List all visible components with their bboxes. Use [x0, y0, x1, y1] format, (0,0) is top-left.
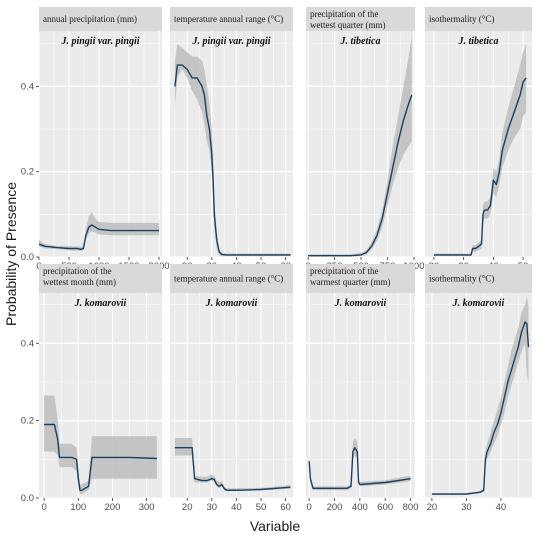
facet-strip-label: isothermality (°C): [429, 14, 494, 24]
facet-strip-label: wettest quarter (mm): [310, 20, 385, 30]
response-curve: [431, 321, 530, 495]
y-tick-label: 0.4: [21, 81, 34, 92]
x-axis-title: Variable: [250, 518, 301, 534]
panel-4: isothermality (°C)J. tibetica20304050: [425, 7, 532, 272]
confidence-band: [44, 395, 157, 495]
facet-strip: [306, 7, 415, 31]
panel-background: [306, 293, 415, 498]
y-axis-title: Probability of Presence: [3, 182, 19, 326]
x-tick-label: 40: [496, 502, 507, 513]
response-curve: [308, 447, 411, 489]
x-tick-label: 600: [377, 502, 393, 513]
facet-strip: [306, 264, 415, 293]
facet-strip: [170, 264, 293, 293]
x-tick-label: 30: [461, 502, 472, 513]
confidence-band: [39, 212, 159, 251]
panel-6: temperature annual range (°C) J. komarovi…: [170, 264, 293, 513]
facet-strip: [425, 7, 532, 31]
x-tick-label: 40: [231, 502, 242, 513]
x-tick-label: 200: [105, 502, 121, 513]
x-tick-label: 300: [139, 502, 155, 513]
confidence-band: [174, 43, 291, 257]
x-tick-label: 400: [352, 502, 368, 513]
panel-2: temperature annual range (°C) J. pingii v…: [170, 7, 293, 272]
species-label: J. pingii var. pingii: [191, 36, 270, 47]
x-tick-label: 30: [207, 502, 218, 513]
x-tick-label: 100: [70, 502, 86, 513]
panel-background: [39, 31, 162, 257]
x-tick-label: 0: [41, 502, 46, 513]
species-label: J. komarovii: [452, 298, 505, 309]
response-curve: [38, 224, 159, 250]
response-curve: [308, 94, 413, 257]
species-label: J. komarovii: [74, 298, 127, 309]
x-tick-label: 0: [307, 502, 312, 513]
x-tick-label: 200: [327, 502, 343, 513]
panel-1: annual precipitation (mm) J. pingii var. …: [21, 7, 170, 272]
facet-strip-label: wettest month (mm): [43, 277, 116, 287]
facet-strip-label: precipitation of the: [310, 266, 378, 276]
facet-strip: [170, 7, 293, 31]
x-tick-label: 60: [280, 502, 291, 513]
y-tick-label: 0.2: [21, 167, 34, 178]
confidence-band: [433, 43, 527, 257]
facet-strip-label: annual precipitation (mm): [43, 14, 137, 24]
panel-background: [425, 293, 532, 498]
y-tick-label: 0.2: [21, 416, 34, 427]
facet-grid: annual precipitation (mm) J. pingii var. …: [21, 7, 532, 513]
facet-strip-label: precipitation of the: [43, 266, 111, 276]
y-tick-label: 0.0: [21, 493, 34, 504]
facet-strip-label: warmest quarter (mm): [310, 277, 390, 287]
facet-strip-label: precipitation of the: [310, 9, 378, 19]
x-tick-label: 20: [182, 502, 193, 513]
panel-8: isothermality (°C) J. komarovii 20 30 40: [425, 264, 532, 513]
species-label: J. pingii var. pingii: [60, 36, 139, 47]
facet-strip: [39, 7, 162, 31]
species-label: J. komarovii: [205, 298, 258, 309]
response-curve: [44, 423, 157, 491]
confidence-band: [174, 438, 291, 491]
species-label: J. tibetica: [458, 36, 499, 47]
response-curve: [433, 77, 527, 256]
x-tick-label: 20: [427, 502, 438, 513]
y-tick-label: 0.4: [21, 338, 34, 349]
x-tick-label: 50: [256, 502, 267, 513]
facet-strip-label: temperature annual range (°C): [174, 274, 283, 284]
facet-strip: [425, 264, 532, 293]
x-tick-label: 800: [403, 502, 419, 513]
facet-strip-label: isothermality (°C): [429, 274, 494, 284]
facet-strip: [39, 264, 162, 293]
species-label: J. tibetica: [340, 36, 381, 47]
facet-strip-label: temperature annual range (°C): [174, 14, 283, 24]
response-curve: [174, 447, 291, 491]
species-label: J. komarovii: [334, 298, 387, 309]
y-tick-label: 0.0: [21, 252, 34, 263]
panel-background: [170, 293, 293, 498]
response-curve: [174, 64, 291, 256]
